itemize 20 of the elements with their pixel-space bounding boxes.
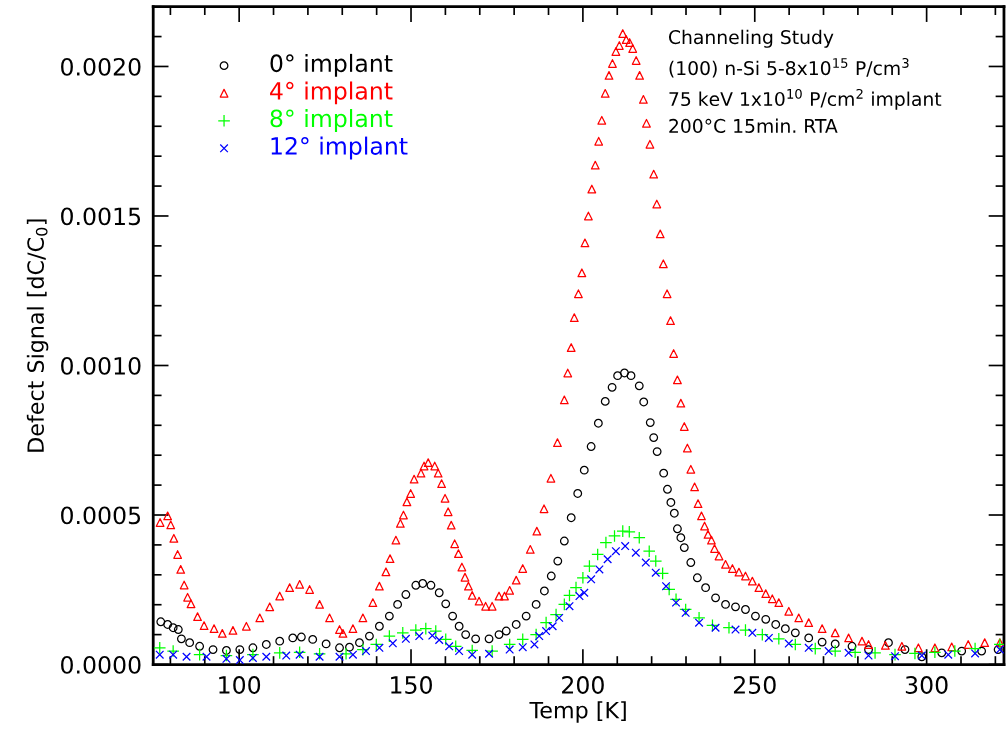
legend-label: 12° implant	[271, 136, 408, 160]
y-tick-label: 0.0015	[61, 207, 141, 226]
legend-label: 8° implant	[270, 109, 393, 132]
x-tick-label: 100	[219, 676, 261, 694]
x-tick-label: 150	[391, 676, 432, 694]
annotation: 75 keV 1x10$^{10}$ P/cm$^{2}$ implant	[669, 88, 942, 110]
y-tick-label: 0.0020	[61, 57, 141, 76]
annotation: (100) n-Si 5-8x10$^{15}$ P/cm$^{3}$	[669, 58, 909, 78]
y-tick-label: 0.0010	[61, 356, 141, 375]
legend-label: 0° implant	[270, 53, 393, 77]
x-axis-title: Temp [K]	[529, 701, 626, 723]
x-tick-label: 250	[733, 676, 776, 694]
legend-label: 4° implant	[270, 81, 393, 105]
annotation: 200°C 15min. RTA	[669, 118, 838, 134]
annotation: Channeling Study	[668, 29, 834, 48]
y-tick-label: 0.0005	[61, 506, 141, 525]
y-axis-title: Defect Signal [dC/C$_{0}$]	[26, 219, 49, 452]
x-tick-label: 300	[905, 676, 948, 694]
y-tick-label: 0.0000	[61, 655, 141, 674]
x-tick-label: 200	[562, 676, 604, 694]
